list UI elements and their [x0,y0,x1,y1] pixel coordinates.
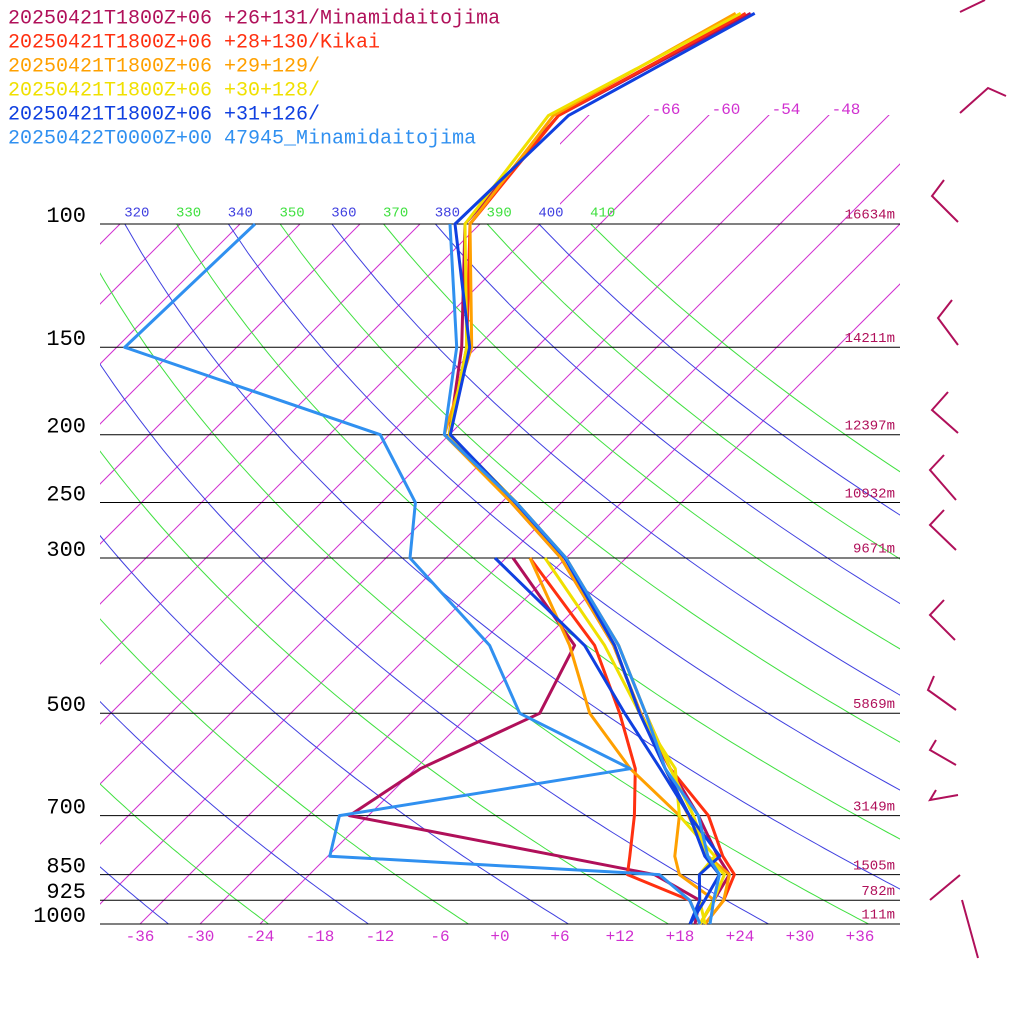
theta-label: 380 [435,206,460,222]
legend-entry: 20250421T1800Z+06 +26+131/Minamidaitojim… [8,7,500,30]
adiabat [100,534,570,924]
y-tick-label: 850 [46,854,86,879]
temperature-line [448,11,756,925]
x-tick-label: -30 [186,928,215,946]
theta-label: 360 [331,206,356,222]
legend-entry: 20250422T0000Z+00 47945_Minamidaitojima [8,127,476,150]
adiabat [100,783,270,924]
isotherm [100,115,825,924]
x-tick-label: +6 [550,928,569,946]
isotherm-label: -48 [832,101,861,119]
height-label: 1505m [853,858,895,874]
adiabat [100,700,370,924]
y-tick-label: 1000 [33,904,86,929]
legend-entry: 20250421T1800Z+06 +29+129/ [8,55,320,78]
theta-label: 340 [228,206,253,222]
adiabat [382,224,900,650]
isotherm [100,115,900,924]
temperature-line [442,11,737,925]
height-label: 5869m [853,697,895,713]
y-tick-label: 250 [46,482,86,507]
theta-label: 390 [487,206,512,222]
x-tick-label: -24 [246,928,275,946]
height-label: 9671m [853,542,895,558]
y-tick-label: 700 [46,795,86,820]
y-tick-label: 500 [46,693,86,718]
height-label: 12397m [845,418,895,434]
profiles [123,11,756,925]
dewpoint-line [123,222,702,925]
adiabat [100,866,170,924]
dewpoint-line [493,556,722,925]
height-label: 111m [861,908,895,924]
adiabat [100,450,670,924]
y-tick-label: 300 [46,538,86,563]
isotherm-label: -66 [652,101,681,119]
x-tick-label: +24 [726,928,755,946]
adiabat [176,224,900,840]
height-label: 782m [861,884,895,900]
theta-label: 370 [383,206,408,222]
temperature-line [442,223,721,925]
adiabat [100,618,470,924]
theta-label: 410 [590,206,615,222]
x-tick-label: +0 [490,928,509,946]
legend-entry: 20250421T1800Z+06 +28+130/Kikai [8,31,380,54]
x-tick-label: -18 [306,928,335,946]
temperature-line [447,11,747,925]
x-tick-label: +30 [786,928,815,946]
adiabat [486,224,900,560]
height-label: 3149m [853,799,895,815]
y-tick-label: 925 [46,880,86,905]
height-label: 14211m [845,331,895,347]
theta-label: 330 [176,206,201,222]
background-lines: 320 330 340 350 360 370 380 390 400 410 -66 -60 -54 -… [33,101,900,946]
y-tick-label: 100 [46,204,86,229]
isotherm-label: -54 [772,101,801,119]
isotherm-label: -60 [712,101,741,119]
theta-label: 400 [538,206,563,222]
y-tick-label: 200 [46,415,86,440]
isotherm [199,115,900,924]
dewpoint-line [347,557,702,925]
height-label: 16634m [845,208,895,224]
adiabat [590,224,900,473]
dewpoint-line [528,557,702,925]
x-tick-label: -6 [430,928,449,946]
legend-entry: 20250421T1800Z+06 +30+128/ [8,79,320,102]
isotherm [100,115,885,924]
theta-label: 350 [280,206,305,222]
x-tick-label: -36 [126,928,155,946]
wind-barbs [926,0,1007,959]
temperature-line [447,11,752,925]
isotherm [139,115,900,924]
theta-label: 320 [124,206,149,222]
isotherm [259,115,900,924]
adiabat [100,272,870,924]
adiabats [100,224,900,924]
height-label: 10932m [845,486,895,502]
x-tick-label: +12 [606,928,635,946]
isotherm [100,115,900,924]
adiabat [279,224,900,743]
x-tick-label: -12 [366,928,395,946]
legend-entry: 20250421T1800Z+06 +31+126/ [8,103,320,126]
y-tick-label: 150 [46,327,86,352]
x-tick-label: +18 [666,928,695,946]
x-tick-label: +36 [846,928,875,946]
